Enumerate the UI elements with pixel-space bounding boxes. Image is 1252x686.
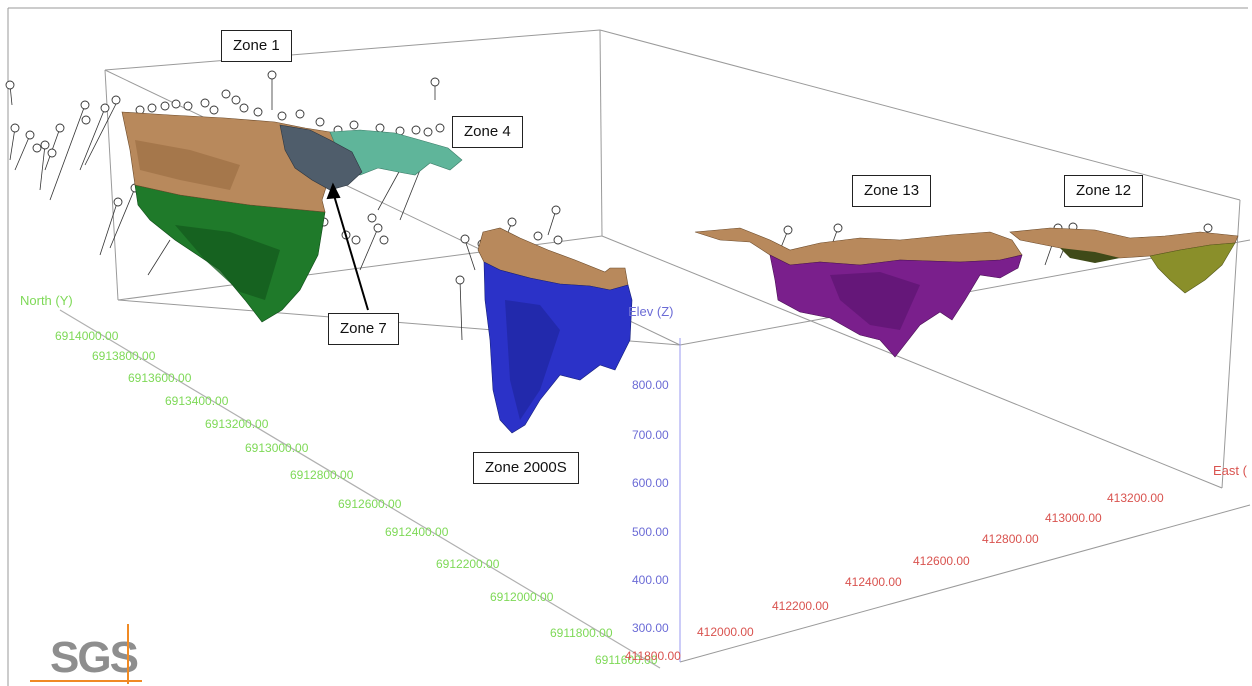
north-tick: 6911800.00 xyxy=(550,626,613,640)
zone-12-olive xyxy=(1149,242,1236,294)
east-ticks: 411800.00 412000.00 412200.00 412400.00 … xyxy=(625,491,1164,663)
zone-12-dark xyxy=(1060,248,1120,263)
sgs-logo-accent xyxy=(127,624,129,684)
north-ticks: 6914000.00 6913800.00 6913600.00 6913400… xyxy=(55,329,658,667)
elev-tick: 300.00 xyxy=(632,621,669,635)
elev-tick: 400.00 xyxy=(632,573,669,587)
north-tick: 6912600.00 xyxy=(338,497,402,511)
drill-holes xyxy=(9,75,1209,341)
bounding-box xyxy=(7,7,1251,686)
north-tick: 6912000.00 xyxy=(490,590,554,604)
zone-7-label: Zone 7 xyxy=(328,313,399,345)
callout-leaders xyxy=(326,182,369,311)
east-tick: 412600.00 xyxy=(913,554,970,568)
zone-1-label: Zone 1 xyxy=(221,30,292,62)
east-tick: 413200.00 xyxy=(1107,491,1164,505)
zone-13-shade xyxy=(830,272,920,330)
east-tick: 412800.00 xyxy=(982,532,1039,546)
zone-13-label: Zone 13 xyxy=(852,175,932,207)
north-tick: 6913800.00 xyxy=(92,349,156,363)
zone-1-cap-shade xyxy=(135,140,240,190)
north-tick: 6912200.00 xyxy=(436,557,500,571)
elev-tick: 700.00 xyxy=(632,428,669,442)
north-tick: 6912400.00 xyxy=(385,525,449,539)
north-tick: 6912800.00 xyxy=(290,468,354,482)
zone-13-cap xyxy=(694,227,1023,266)
zone-2000s-shade xyxy=(505,300,560,420)
north-tick: 6913000.00 xyxy=(245,441,309,455)
north-tick: 6914000.00 xyxy=(55,329,119,343)
east-tick: 411800.00 xyxy=(625,649,681,663)
zone-1-green-shade xyxy=(175,225,280,300)
east-tick: 413000.00 xyxy=(1045,511,1102,525)
north-tick: 6911600.00 xyxy=(595,653,658,667)
elev-tick: 500.00 xyxy=(632,525,669,539)
zone-7-body xyxy=(279,124,363,191)
zone-12-label: Zone 12 xyxy=(1064,175,1144,207)
zone-2000s-label: Zone 2000S xyxy=(473,452,579,484)
north-tick: 6913200.00 xyxy=(205,417,269,431)
east-axis-title: East ( xyxy=(1213,463,1248,478)
sgs-logo: SGS xyxy=(50,633,139,682)
east-tick: 412000.00 xyxy=(697,625,754,639)
north-tick: 6913400.00 xyxy=(165,394,229,408)
elev-ticks: 800.00 700.00 600.00 500.00 400.00 300.0… xyxy=(632,378,669,635)
north-tick: 6913600.00 xyxy=(128,371,192,385)
elev-axis-title: Elev (Z) xyxy=(628,304,674,319)
zone-4-label: Zone 4 xyxy=(452,116,523,148)
sgs-logo-underline xyxy=(30,680,142,682)
east-tick: 412200.00 xyxy=(772,599,829,613)
elev-tick: 800.00 xyxy=(632,378,669,392)
east-tick: 412400.00 xyxy=(845,575,902,589)
north-axis-title: North (Y) xyxy=(20,293,73,308)
elev-tick: 600.00 xyxy=(632,476,669,490)
north-axis-line xyxy=(59,309,661,669)
zone-4-body xyxy=(329,129,463,176)
